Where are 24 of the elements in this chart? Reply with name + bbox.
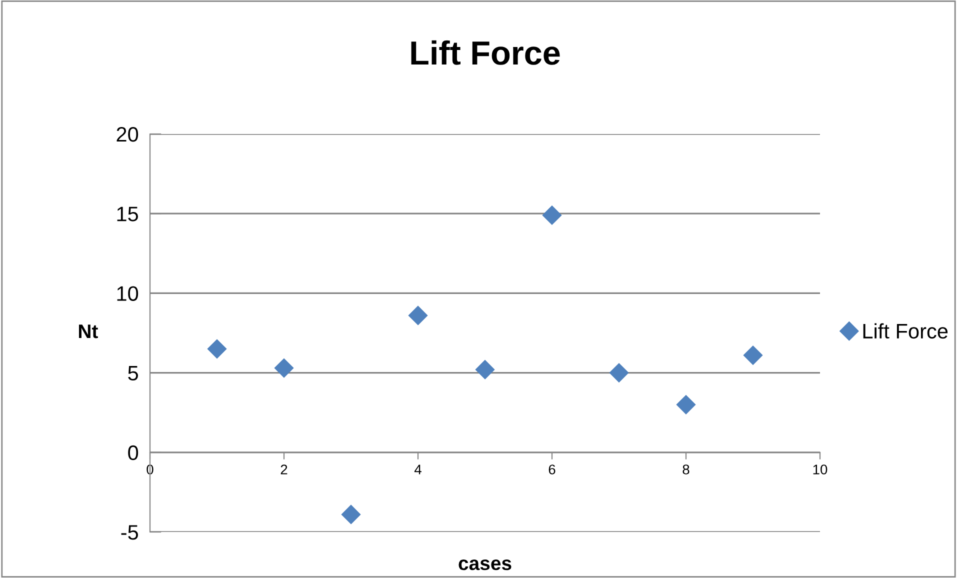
x-tick-label: 8 (682, 464, 690, 474)
y-tick-label: 0 (128, 445, 138, 460)
y-tick-label: 5 (128, 366, 138, 381)
legend-label: Lift Force (863, 323, 948, 339)
point (341, 504, 361, 524)
x-axis-title: cases (458, 560, 512, 570)
point (743, 346, 763, 365)
point (408, 306, 428, 326)
x-tick-label: 4 (414, 464, 422, 474)
x-tick-label: 6 (548, 464, 556, 474)
x-tick-label: 2 (280, 464, 288, 474)
point (274, 358, 294, 378)
y-tick-label: 20 (116, 127, 138, 142)
point (542, 206, 562, 225)
chart-title: Lift Force (411, 40, 560, 65)
y-tick-label: 15 (117, 206, 138, 222)
x-tick-label: 10 (813, 464, 828, 474)
point (609, 363, 629, 382)
y-tick-label: -5 (121, 525, 138, 540)
point (207, 339, 227, 358)
point (475, 360, 495, 380)
y-axis-title: Nt (78, 324, 98, 338)
point (676, 395, 696, 414)
y-tick-label: 10 (117, 286, 138, 301)
